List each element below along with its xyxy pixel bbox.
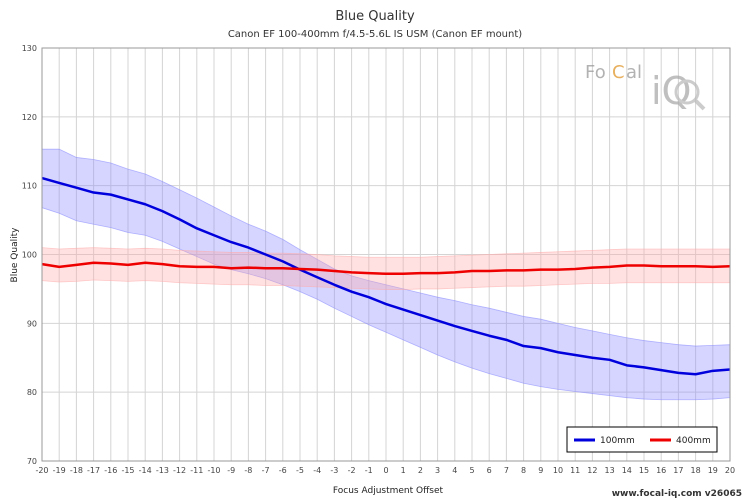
legend-label-100mm: 100mm xyxy=(600,436,635,446)
y-tick-label: 100 xyxy=(22,251,37,260)
x-tick-label: 9 xyxy=(538,466,543,475)
x-tick-label: 15 xyxy=(639,466,649,475)
grid xyxy=(41,47,731,462)
x-tick-label: 6 xyxy=(487,466,492,475)
x-tick-label: 8 xyxy=(521,466,526,475)
logo-text-iq: iQ xyxy=(651,69,691,113)
chart-subtitle: Canon EF 100-400mm f/4.5-5.6L IS USM (Ca… xyxy=(228,29,522,40)
x-tick-label: 2 xyxy=(418,466,423,475)
x-tick-label: -10 xyxy=(207,466,220,475)
x-tick-label: -17 xyxy=(87,466,100,475)
y-tick-label: 110 xyxy=(22,182,37,191)
x-tick-label: 20 xyxy=(725,466,735,475)
x-tick-label: 13 xyxy=(605,466,615,475)
x-tick-label: -4 xyxy=(313,466,321,475)
x-tick-label: 18 xyxy=(691,466,701,475)
x-tick-label: 4 xyxy=(452,466,457,475)
focal-iq-logo: Fo C al iQ xyxy=(585,62,706,113)
x-tick-label: -7 xyxy=(262,466,270,475)
x-tick-label: 17 xyxy=(673,466,683,475)
confidence-bands xyxy=(41,148,731,401)
x-tick-label: 12 xyxy=(587,466,597,475)
x-tick-label: 10 xyxy=(553,466,563,475)
legend: 100mm 400mm xyxy=(566,426,718,453)
x-tick-label: -16 xyxy=(104,466,117,475)
x-tick-label: -5 xyxy=(296,466,304,475)
x-tick-label: -20 xyxy=(35,466,48,475)
x-tick-label: -8 xyxy=(244,466,252,475)
series-line-100mm xyxy=(41,176,731,376)
magnifier-handle-icon xyxy=(693,98,706,111)
x-tick-label: 19 xyxy=(708,466,718,475)
series-lines xyxy=(41,176,731,376)
x-tick-label: -3 xyxy=(330,466,338,475)
x-tick-label: 14 xyxy=(622,466,632,475)
y-axis-label: Blue Quality xyxy=(10,227,20,283)
x-tick-label: -14 xyxy=(139,466,152,475)
magnifier-icon xyxy=(674,79,700,105)
x-tick-label: 1 xyxy=(401,466,406,475)
x-tick-label: 0 xyxy=(383,466,388,475)
x-tick-label: -13 xyxy=(156,466,169,475)
y-axis-ticks: 70 80 90 100 110 120 130 xyxy=(22,44,37,466)
chart-title: Blue Quality xyxy=(335,9,415,24)
x-tick-label: 3 xyxy=(435,466,440,475)
series-line-400mm xyxy=(41,261,731,276)
watermark: www.focal-iq.com v26065 xyxy=(612,489,742,499)
x-tick-label: -18 xyxy=(70,466,83,475)
logo-text-c: C xyxy=(612,62,625,83)
logo-text-al: al xyxy=(626,62,642,83)
y-tick-label: 70 xyxy=(27,457,37,466)
y-tick-label: 90 xyxy=(27,319,37,328)
x-tick-label: 11 xyxy=(570,466,580,475)
logo-text-fo: Fo xyxy=(585,62,606,83)
x-tick-label: -12 xyxy=(173,466,186,475)
x-tick-label: -11 xyxy=(190,466,203,475)
y-tick-label: 130 xyxy=(22,44,37,53)
legend-label-400mm: 400mm xyxy=(676,436,711,446)
x-tick-label: 7 xyxy=(504,466,509,475)
y-tick-label: 80 xyxy=(27,388,37,397)
x-tick-label: -2 xyxy=(348,466,356,475)
plot-frame xyxy=(41,47,731,462)
x-tick-label: -6 xyxy=(279,466,287,475)
x-axis-ticks: -20 -19 -18 -17 -16 -15 -14 -13 -12 -11 -10 -9 -8 -7-… xyxy=(35,466,735,475)
x-tick-label: -1 xyxy=(365,466,373,475)
y-tick-label: 120 xyxy=(22,113,37,122)
x-tick-label: -9 xyxy=(227,466,235,475)
x-tick-label: -19 xyxy=(53,466,66,475)
x-tick-label: -15 xyxy=(121,466,134,475)
x-axis-label: Focus Adjustment Offset xyxy=(333,486,444,496)
x-tick-label: 16 xyxy=(656,466,666,475)
x-tick-label: 5 xyxy=(469,466,474,475)
